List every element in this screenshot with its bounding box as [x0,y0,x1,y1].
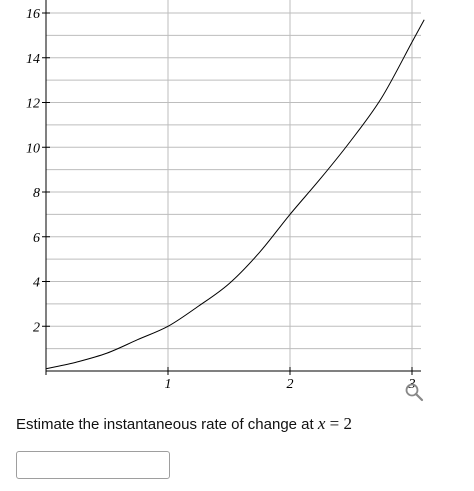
answer-input[interactable] [16,451,170,479]
magnifier-icon[interactable] [404,382,426,404]
grid [46,0,421,375]
y-tick-label: 2 [33,320,40,335]
question-operator: = [325,414,344,433]
y-tick-label: 12 [26,97,40,112]
question-prompt: Estimate the instantaneous rate of chang… [16,416,318,433]
question-variable: x [317,414,326,433]
y-tick-label: 16 [26,7,40,22]
x-tick-label: 1 [165,377,172,392]
question-text: Estimate the instantaneous rate of chang… [16,414,352,434]
question-math: x = 2 [318,414,352,433]
y-tick-label: 6 [33,231,40,246]
y-tick-labels: 2 4 6 8 10 12 14 16 [26,7,40,335]
question-value: 2 [343,414,353,433]
y-tick-label: 4 [33,276,40,291]
y-tick-label: 14 [26,52,40,67]
function-curve [45,19,425,370]
axes [42,0,421,375]
y-tick-label: 10 [26,141,40,156]
x-tick-label: 2 [287,377,294,392]
y-tick-label: 8 [33,186,40,201]
